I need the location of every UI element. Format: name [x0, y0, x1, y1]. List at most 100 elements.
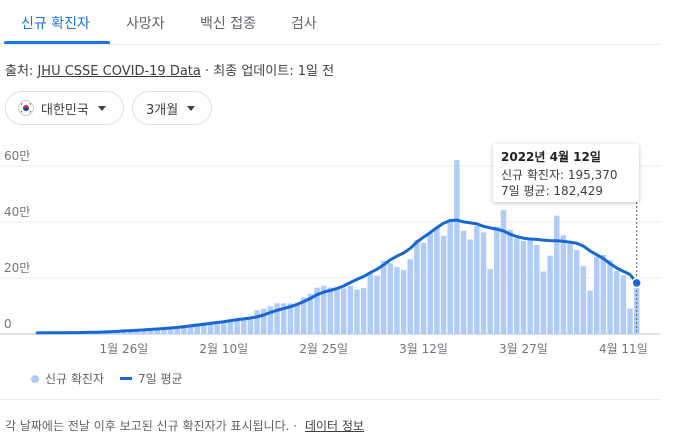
case-bar: [347, 286, 354, 334]
case-bar: [460, 230, 467, 334]
x-tick-label: 3월 12일: [399, 342, 448, 356]
case-bar: [620, 275, 627, 334]
case-bar: [560, 235, 567, 334]
legend-label-new-cases: 신규 확진자: [45, 372, 105, 386]
x-tick-label: 2월 10일: [199, 342, 248, 356]
case-bar: [267, 306, 274, 334]
chart-legend: 신규 확진자 7일 평균: [31, 370, 183, 387]
tab-deaths[interactable]: 사망자: [126, 16, 165, 32]
case-bar: [613, 271, 620, 334]
case-bar: [327, 287, 334, 334]
line-legend-swatch: [120, 377, 133, 380]
case-bar: [147, 328, 154, 334]
case-bar: [141, 328, 147, 334]
case-bar: [400, 270, 407, 334]
footer: 각 날짜에는 전날 이후 보고된 신규 확진자가 표시됩니다. · 데이터 정보: [5, 417, 364, 434]
tab-vaccinations[interactable]: 백신 접종: [200, 16, 256, 32]
case-bar: [187, 324, 194, 334]
case-bar: [307, 293, 314, 334]
korea-flag-icon: [18, 100, 34, 116]
case-bar: [360, 288, 367, 334]
case-bar: [540, 271, 547, 334]
hover-point: [631, 277, 642, 289]
case-bar: [434, 228, 440, 334]
case-bar: [474, 226, 480, 334]
case-bar: [500, 209, 507, 334]
case-bar: [207, 321, 214, 334]
case-bar: [580, 265, 587, 334]
y-tick-label: 60만: [4, 149, 30, 163]
case-bar: [174, 325, 180, 334]
x-tick-label: 1월 26일: [99, 342, 148, 356]
tooltip-date: 2022년 4월 12일: [501, 150, 601, 164]
y-tick-label: 0: [4, 317, 12, 331]
period-label: 3개월: [146, 102, 179, 118]
data-info-link[interactable]: 데이터 정보: [304, 419, 364, 433]
case-bar: [274, 303, 280, 334]
case-bar: [414, 240, 420, 334]
case-bar: [320, 285, 327, 334]
case-bar: [214, 320, 220, 334]
source-prefix: 출처:: [5, 64, 34, 79]
case-bar: [547, 255, 553, 334]
y-tick-label: 40만: [4, 205, 30, 219]
case-bar: [627, 308, 633, 334]
case-bar: [227, 319, 234, 334]
case-bar: [487, 268, 493, 334]
case-bar: [593, 256, 600, 334]
case-bar: [387, 263, 394, 334]
active-tab-indicator: [4, 41, 110, 44]
case-bar: [334, 288, 340, 334]
case-bar: [241, 319, 247, 334]
case-bar: [420, 242, 427, 334]
period-dropdown[interactable]: 3개월: [132, 91, 212, 125]
bar-legend-swatch: [31, 374, 39, 383]
case-bar: [574, 250, 580, 334]
source-link[interactable]: JHU CSSE COVID-19 Data: [37, 64, 201, 79]
case-bar: [407, 259, 413, 334]
case-bar: [254, 310, 260, 334]
case-bar: [600, 255, 607, 334]
tooltip-average: 7일 평균: 182,429: [501, 184, 604, 198]
case-bar: [294, 304, 300, 334]
source-line: 출처: JHU CSSE COVID-19 Data · 최종 업데이트: 1일…: [5, 60, 334, 79]
country-label: 대한민국: [41, 102, 89, 118]
case-bar: [527, 240, 533, 334]
case-bar: [300, 297, 307, 334]
tooltip-cases: 신규 확진자: 195,370: [501, 168, 618, 182]
case-bar: [567, 243, 573, 334]
case-bar: [514, 238, 520, 334]
case-bar: [134, 329, 140, 334]
case-bar: [367, 273, 374, 334]
case-bar: [221, 321, 227, 334]
case-bar: [154, 327, 160, 334]
case-bar: [314, 287, 320, 334]
case-bar: [427, 232, 433, 334]
chevron-down-icon: [97, 105, 106, 111]
footer-note: 각 날짜에는 전날 이후 보고된 신규 확진자가 표시됩니다.: [5, 419, 290, 433]
tab-bar: 신규 확진자 사망자 백신 접종 검사: [0, 0, 660, 45]
case-bar: [507, 229, 513, 334]
country-dropdown[interactable]: 대한민국: [5, 91, 124, 125]
case-bar: [440, 235, 447, 334]
tab-tests[interactable]: 검사: [291, 16, 317, 32]
case-bar: [394, 267, 400, 334]
footer-separator: ·: [293, 419, 298, 433]
case-bar: [554, 215, 560, 334]
case-bar: [234, 319, 240, 334]
tab-new-cases[interactable]: 신규 확진자: [21, 16, 90, 32]
last-updated: 최종 업데이트: 1일 전: [213, 64, 335, 79]
case-bar: [280, 303, 287, 334]
case-bar: [380, 260, 387, 334]
case-bar: [374, 275, 380, 334]
cases-chart: 1월 26일 2월 10일 2월 25일 3월 12일 3월 27일 4월 11일 0 20…: [0, 149, 660, 356]
case-bar: [587, 290, 593, 334]
chevron-down-icon: [187, 105, 196, 111]
legend-label-7day-average: 7일 평균: [138, 372, 183, 386]
case-bar: [161, 327, 167, 334]
x-tick-label: 2월 25일: [299, 342, 348, 356]
y-tick-label: 20만: [4, 261, 30, 275]
case-bar: [261, 308, 267, 334]
x-tick-label: 4월 11일: [599, 342, 648, 356]
case-bar: [454, 160, 460, 334]
